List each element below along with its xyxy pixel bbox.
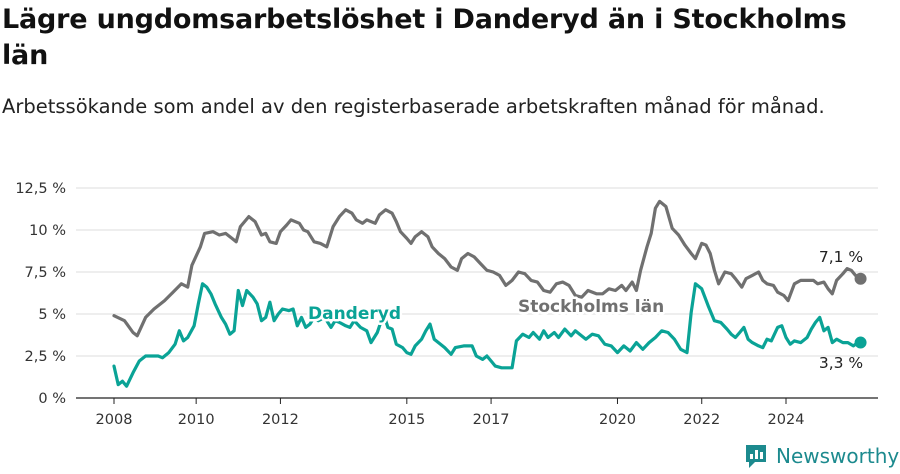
y-tick-label: 10 % <box>29 223 66 239</box>
end-point-marker <box>854 272 867 285</box>
x-tick-label: 2017 <box>473 412 510 428</box>
y-tick-label: 2,5 % <box>25 349 66 365</box>
chart-subtitle: Arbetssökande som andel av den registerb… <box>2 95 825 118</box>
end-label-stockholms-lan: 7,1 % <box>819 248 863 266</box>
series-label-stockholms-lan: Stockholms län <box>518 297 664 317</box>
x-tick-label: 2012 <box>262 412 299 428</box>
y-tick-label: 0 % <box>38 391 66 407</box>
end-label-danderyd: 3,3 % <box>819 354 863 372</box>
newsworthy-logo: Newsworthy <box>744 441 899 471</box>
x-tick-label: 2015 <box>388 412 425 428</box>
end-point-marker <box>854 336 867 349</box>
x-tick-label: 2022 <box>683 412 720 428</box>
x-tick-label: 2010 <box>178 412 215 428</box>
y-tick-label: 7,5 % <box>25 265 66 281</box>
x-tick-label: 2020 <box>599 412 636 428</box>
brand-name: Newsworthy <box>776 444 900 468</box>
newsworthy-icon <box>746 445 766 468</box>
chart-title: Lägre ungdomsarbetslöshet i Danderyd än … <box>2 4 847 71</box>
x-tick-label: 2008 <box>96 412 133 428</box>
series-label-danderyd: Danderyd <box>308 304 401 324</box>
y-tick-label: 5 % <box>38 307 66 323</box>
series-line-stockholms-lan <box>112 199 863 338</box>
x-tick-label: 2024 <box>768 412 805 428</box>
series-line-danderyd <box>112 282 863 388</box>
y-tick-label: 12,5 % <box>15 181 66 197</box>
